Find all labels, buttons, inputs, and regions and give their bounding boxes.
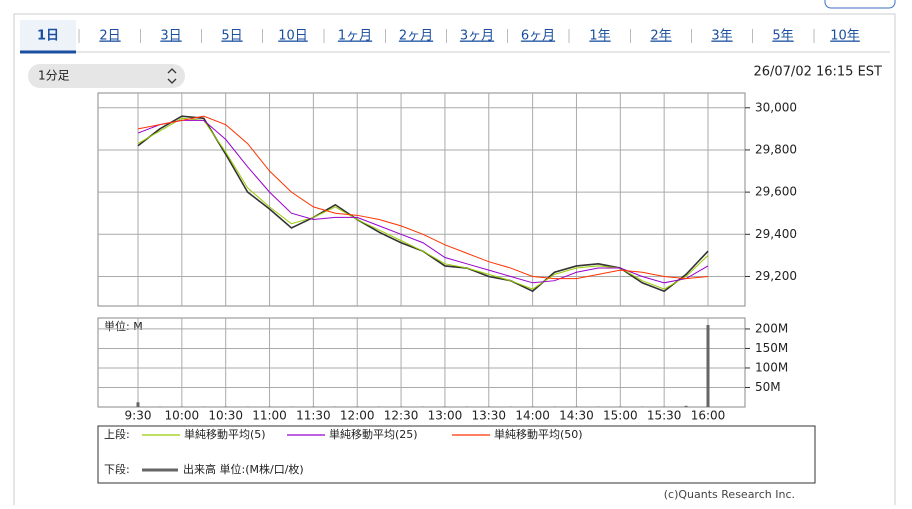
x-tick-label: 15:00 bbox=[603, 409, 638, 423]
price-plot bbox=[98, 93, 745, 306]
tab[interactable]: 5年 bbox=[772, 29, 793, 44]
credit: (c)Quants Research Inc. bbox=[664, 488, 795, 501]
legend-title: 下段: bbox=[104, 462, 130, 476]
tab[interactable]: 2年 bbox=[650, 29, 671, 44]
tab[interactable]: 1年 bbox=[589, 29, 610, 44]
x-tick-label: 10:30 bbox=[208, 409, 243, 423]
x-tick-label: 13:30 bbox=[471, 409, 506, 423]
volume-plot bbox=[98, 318, 745, 407]
tab[interactable]: 10年 bbox=[830, 29, 860, 44]
y-tick-label: 150M bbox=[755, 341, 788, 355]
interval-select-label: 1分足 bbox=[38, 69, 70, 83]
tab[interactable]: 1日 bbox=[37, 29, 59, 44]
x-tick-label: 12:30 bbox=[384, 409, 419, 423]
y-tick-label: 100M bbox=[755, 360, 788, 374]
x-tick-label: 11:00 bbox=[252, 409, 287, 423]
legend-title: 上段: bbox=[104, 427, 130, 441]
tab[interactable]: 1ヶ月 bbox=[338, 29, 372, 44]
tab[interactable]: 10日 bbox=[278, 29, 308, 44]
tab[interactable]: 6ヶ月 bbox=[521, 29, 555, 44]
legend-label: 出来高 単位:(M株/口/枚) bbox=[183, 462, 304, 476]
y-tick-label: 29,200 bbox=[755, 269, 797, 283]
tab[interactable]: 2ヶ月 bbox=[399, 29, 433, 44]
y-tick-label: 29,600 bbox=[755, 185, 797, 199]
tab[interactable]: 2日 bbox=[99, 29, 120, 44]
tab[interactable]: 5日 bbox=[221, 29, 242, 44]
y-tick-label: 50M bbox=[755, 380, 781, 394]
x-tick-label: 14:00 bbox=[515, 409, 550, 423]
top-button[interactable] bbox=[825, 0, 895, 8]
y-tick-label: 200M bbox=[755, 321, 788, 335]
timestamp: 26/07/02 16:15 EST bbox=[753, 65, 882, 80]
x-tick-label: 9:30 bbox=[125, 409, 152, 423]
volume-bar bbox=[706, 325, 709, 407]
x-tick-label: 14:30 bbox=[559, 409, 594, 423]
legend-label: 単純移動平均(50) bbox=[494, 427, 583, 441]
x-tick-label: 13:00 bbox=[428, 409, 463, 423]
tab[interactable]: 3日 bbox=[160, 29, 181, 44]
y-tick-label: 29,800 bbox=[755, 142, 797, 156]
legend-label: 単純移動平均(25) bbox=[329, 427, 418, 441]
x-tick-label: 10:00 bbox=[165, 409, 200, 423]
unit-label: 単位: M bbox=[104, 319, 143, 333]
tab[interactable]: 3ヶ月 bbox=[460, 29, 494, 44]
y-tick-label: 29,400 bbox=[755, 227, 797, 241]
volume-bar bbox=[137, 402, 140, 407]
tab[interactable]: 3年 bbox=[711, 29, 732, 44]
y-tick-label: 30,000 bbox=[755, 100, 797, 114]
x-tick-label: 12:00 bbox=[340, 409, 375, 423]
x-tick-label: 16:00 bbox=[691, 409, 726, 423]
volume-bar bbox=[685, 406, 688, 407]
x-tick-label: 11:30 bbox=[296, 409, 331, 423]
legend-label: 単純移動平均(5) bbox=[184, 427, 266, 441]
x-tick-label: 15:30 bbox=[647, 409, 682, 423]
